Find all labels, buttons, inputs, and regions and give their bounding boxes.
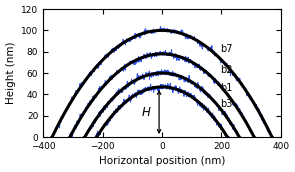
Text: b2: b2	[220, 65, 232, 75]
Text: b7: b7	[220, 44, 232, 53]
Y-axis label: Height (nm): Height (nm)	[6, 42, 16, 104]
Text: H: H	[141, 106, 150, 119]
X-axis label: Horizontal position (nm): Horizontal position (nm)	[99, 157, 225, 166]
Text: b3: b3	[220, 99, 232, 109]
Text: b1: b1	[220, 83, 232, 93]
